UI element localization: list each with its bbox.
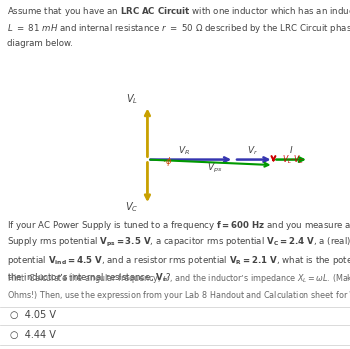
Text: $\phi$: $\phi$ bbox=[165, 155, 173, 168]
Text: $V_L$-$V_C$: $V_L$-$V_C$ bbox=[282, 154, 304, 166]
Text: Assume that you have an $\mathbf{LRC\ AC\ Circuit}$ with one inductor which has : Assume that you have an $\mathbf{LRC\ AC… bbox=[7, 5, 350, 48]
Text: $V_{ps}$: $V_{ps}$ bbox=[207, 162, 222, 174]
Text: ○  4.05 V: ○ 4.05 V bbox=[10, 310, 56, 320]
Text: Hint: Calculate the angular frequency, $\omega$, and the inductor’s impedance $X: Hint: Calculate the angular frequency, $… bbox=[7, 272, 350, 302]
Text: $V_R$: $V_R$ bbox=[178, 144, 190, 157]
Text: $V_C$: $V_C$ bbox=[125, 200, 138, 214]
Text: $I$: $I$ bbox=[289, 144, 293, 155]
Text: $V_r$: $V_r$ bbox=[247, 144, 259, 157]
Text: If your AC Power Supply is tuned to a frequency $\mathbf{f = 600\ Hz}$ and you m: If your AC Power Supply is tuned to a fr… bbox=[7, 219, 350, 284]
Text: ○  4.44 V: ○ 4.44 V bbox=[10, 330, 56, 340]
Text: $V_L$: $V_L$ bbox=[126, 92, 138, 106]
